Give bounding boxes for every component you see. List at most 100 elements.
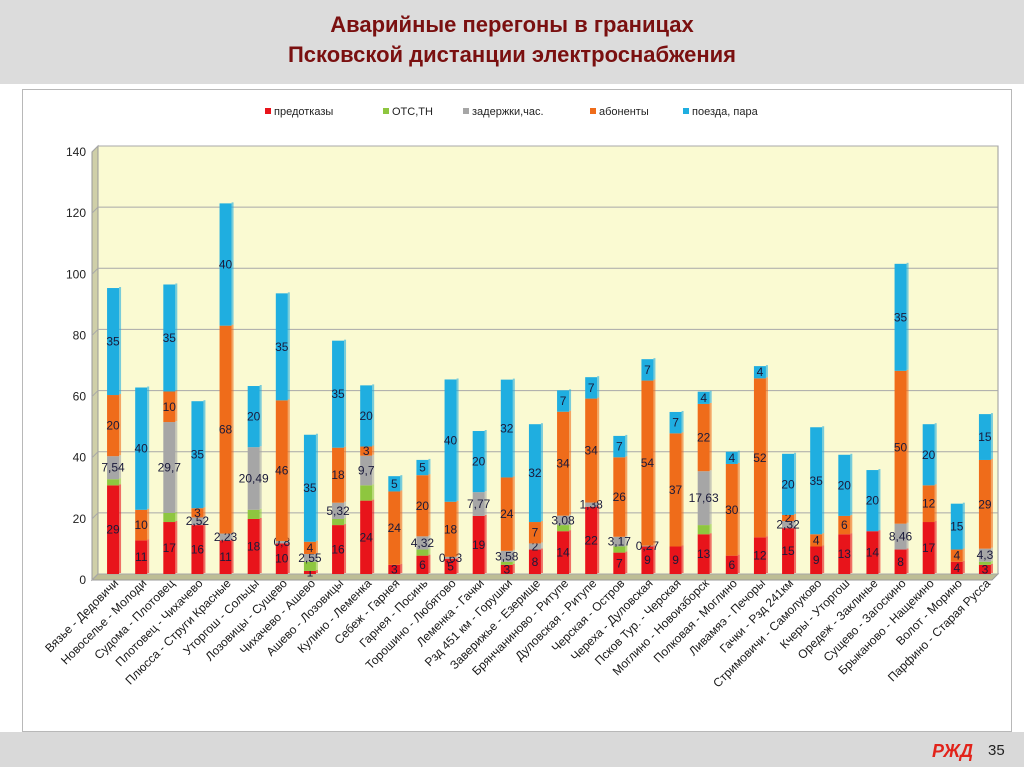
bar-segment-side (372, 499, 375, 573)
bar-segment-side (794, 520, 797, 528)
data-label: 35 (303, 481, 317, 495)
data-label: 4 (757, 365, 764, 379)
data-label: 3 (194, 506, 201, 520)
bar-segment (500, 550, 513, 562)
data-label: 10 (135, 518, 149, 532)
bar-segment-side (906, 548, 909, 573)
bar-segment-side (512, 549, 515, 561)
bar-segment (472, 431, 485, 493)
data-label: 17 (922, 541, 936, 555)
data-label: 6 (419, 558, 426, 572)
bar-segment (894, 523, 907, 550)
bar-segment (416, 549, 429, 556)
data-label: 19 (472, 538, 486, 552)
data-label: 17 (163, 541, 177, 555)
bar-segment-side (569, 514, 572, 525)
bar-segment-side (625, 456, 628, 536)
bar-segment (528, 543, 541, 550)
bar-segment-side (737, 462, 740, 555)
bar-segment-side (428, 474, 431, 536)
bar-segment (669, 411, 682, 434)
y-tick-label: 20 (73, 512, 87, 526)
bar-segment-side (484, 430, 487, 492)
bar-segment (810, 534, 823, 547)
data-label: 9 (644, 553, 651, 567)
bar-segment-side (794, 527, 797, 573)
bar-segment-side (512, 476, 515, 550)
bar-segment-side (456, 557, 459, 573)
bar-segment (275, 543, 288, 574)
data-label: 4,3 (977, 548, 994, 562)
bar-segment (500, 379, 513, 478)
bar-segment (557, 515, 570, 526)
y-tick-label: 140 (66, 145, 86, 159)
bar-segment-side (287, 542, 290, 573)
bar-segment-side (315, 433, 318, 541)
bar-segment (107, 485, 120, 574)
bar-segment (247, 386, 260, 448)
bar-segment-side (175, 421, 178, 512)
data-label: 17,63 (689, 491, 719, 505)
data-label: 7 (532, 526, 539, 540)
data-label: 18 (247, 539, 261, 553)
bar-segment-side (850, 453, 853, 515)
bar-segment (135, 387, 148, 510)
bar-segment-side (119, 394, 122, 456)
bar-segment (613, 546, 626, 553)
bar-segment-side (653, 544, 656, 546)
bar-segment-side (822, 426, 825, 534)
bar-segment (247, 518, 260, 574)
bar-segment-side (990, 458, 993, 548)
bar-segment-side (344, 524, 347, 573)
bar-segment (782, 514, 795, 522)
bar-segment-side (344, 501, 347, 518)
bar-segment-side (372, 445, 375, 455)
bar-segment-side (653, 545, 656, 573)
bar-segment (191, 508, 204, 518)
legend-swatch (683, 108, 689, 114)
bar-segment-side (231, 532, 234, 540)
bar-segment (388, 491, 401, 565)
y-tick-label: 120 (66, 206, 86, 220)
data-label: 11 (135, 550, 148, 564)
data-label: 24 (360, 530, 374, 544)
data-label: 7 (588, 381, 595, 395)
bar-segment (219, 533, 232, 541)
bar-segment (753, 537, 766, 574)
bar-segment (557, 531, 570, 574)
bar-segment-side (906, 262, 909, 370)
bar-segment (669, 546, 682, 574)
data-label: 10 (275, 552, 289, 566)
bar-segment-side (681, 432, 684, 546)
data-label: 8 (897, 555, 904, 569)
legend-swatch (265, 108, 271, 114)
bar-segment (697, 471, 710, 526)
data-label: 40 (219, 258, 233, 272)
data-label: 35 (191, 448, 205, 462)
bar-segment (332, 502, 345, 519)
bar-segment-side (653, 358, 656, 380)
bar-segment (163, 512, 176, 523)
bar-segment-side (765, 377, 768, 537)
bar-segment (978, 548, 991, 562)
data-label: 4 (953, 549, 960, 563)
bar-segment (360, 455, 373, 486)
data-label: 37 (669, 483, 683, 497)
data-label: 2,32 (776, 518, 800, 532)
data-label: 4 (813, 533, 820, 547)
data-label: 40 (444, 434, 458, 448)
bar-segment-side (569, 530, 572, 573)
data-label: 16 (331, 543, 345, 557)
data-label: 24 (388, 521, 402, 535)
data-label: 15 (950, 520, 964, 534)
bar-segment (360, 385, 373, 447)
bar-segment (810, 546, 823, 574)
bar-segment-side (962, 502, 965, 549)
bar-segment-side (765, 536, 768, 573)
bar-segment-side (597, 376, 600, 398)
bar-segment (585, 502, 598, 507)
bar-segment-side (372, 454, 375, 485)
bar-segment (641, 546, 654, 574)
bar-segment (388, 564, 401, 574)
bar-segment (416, 459, 429, 476)
